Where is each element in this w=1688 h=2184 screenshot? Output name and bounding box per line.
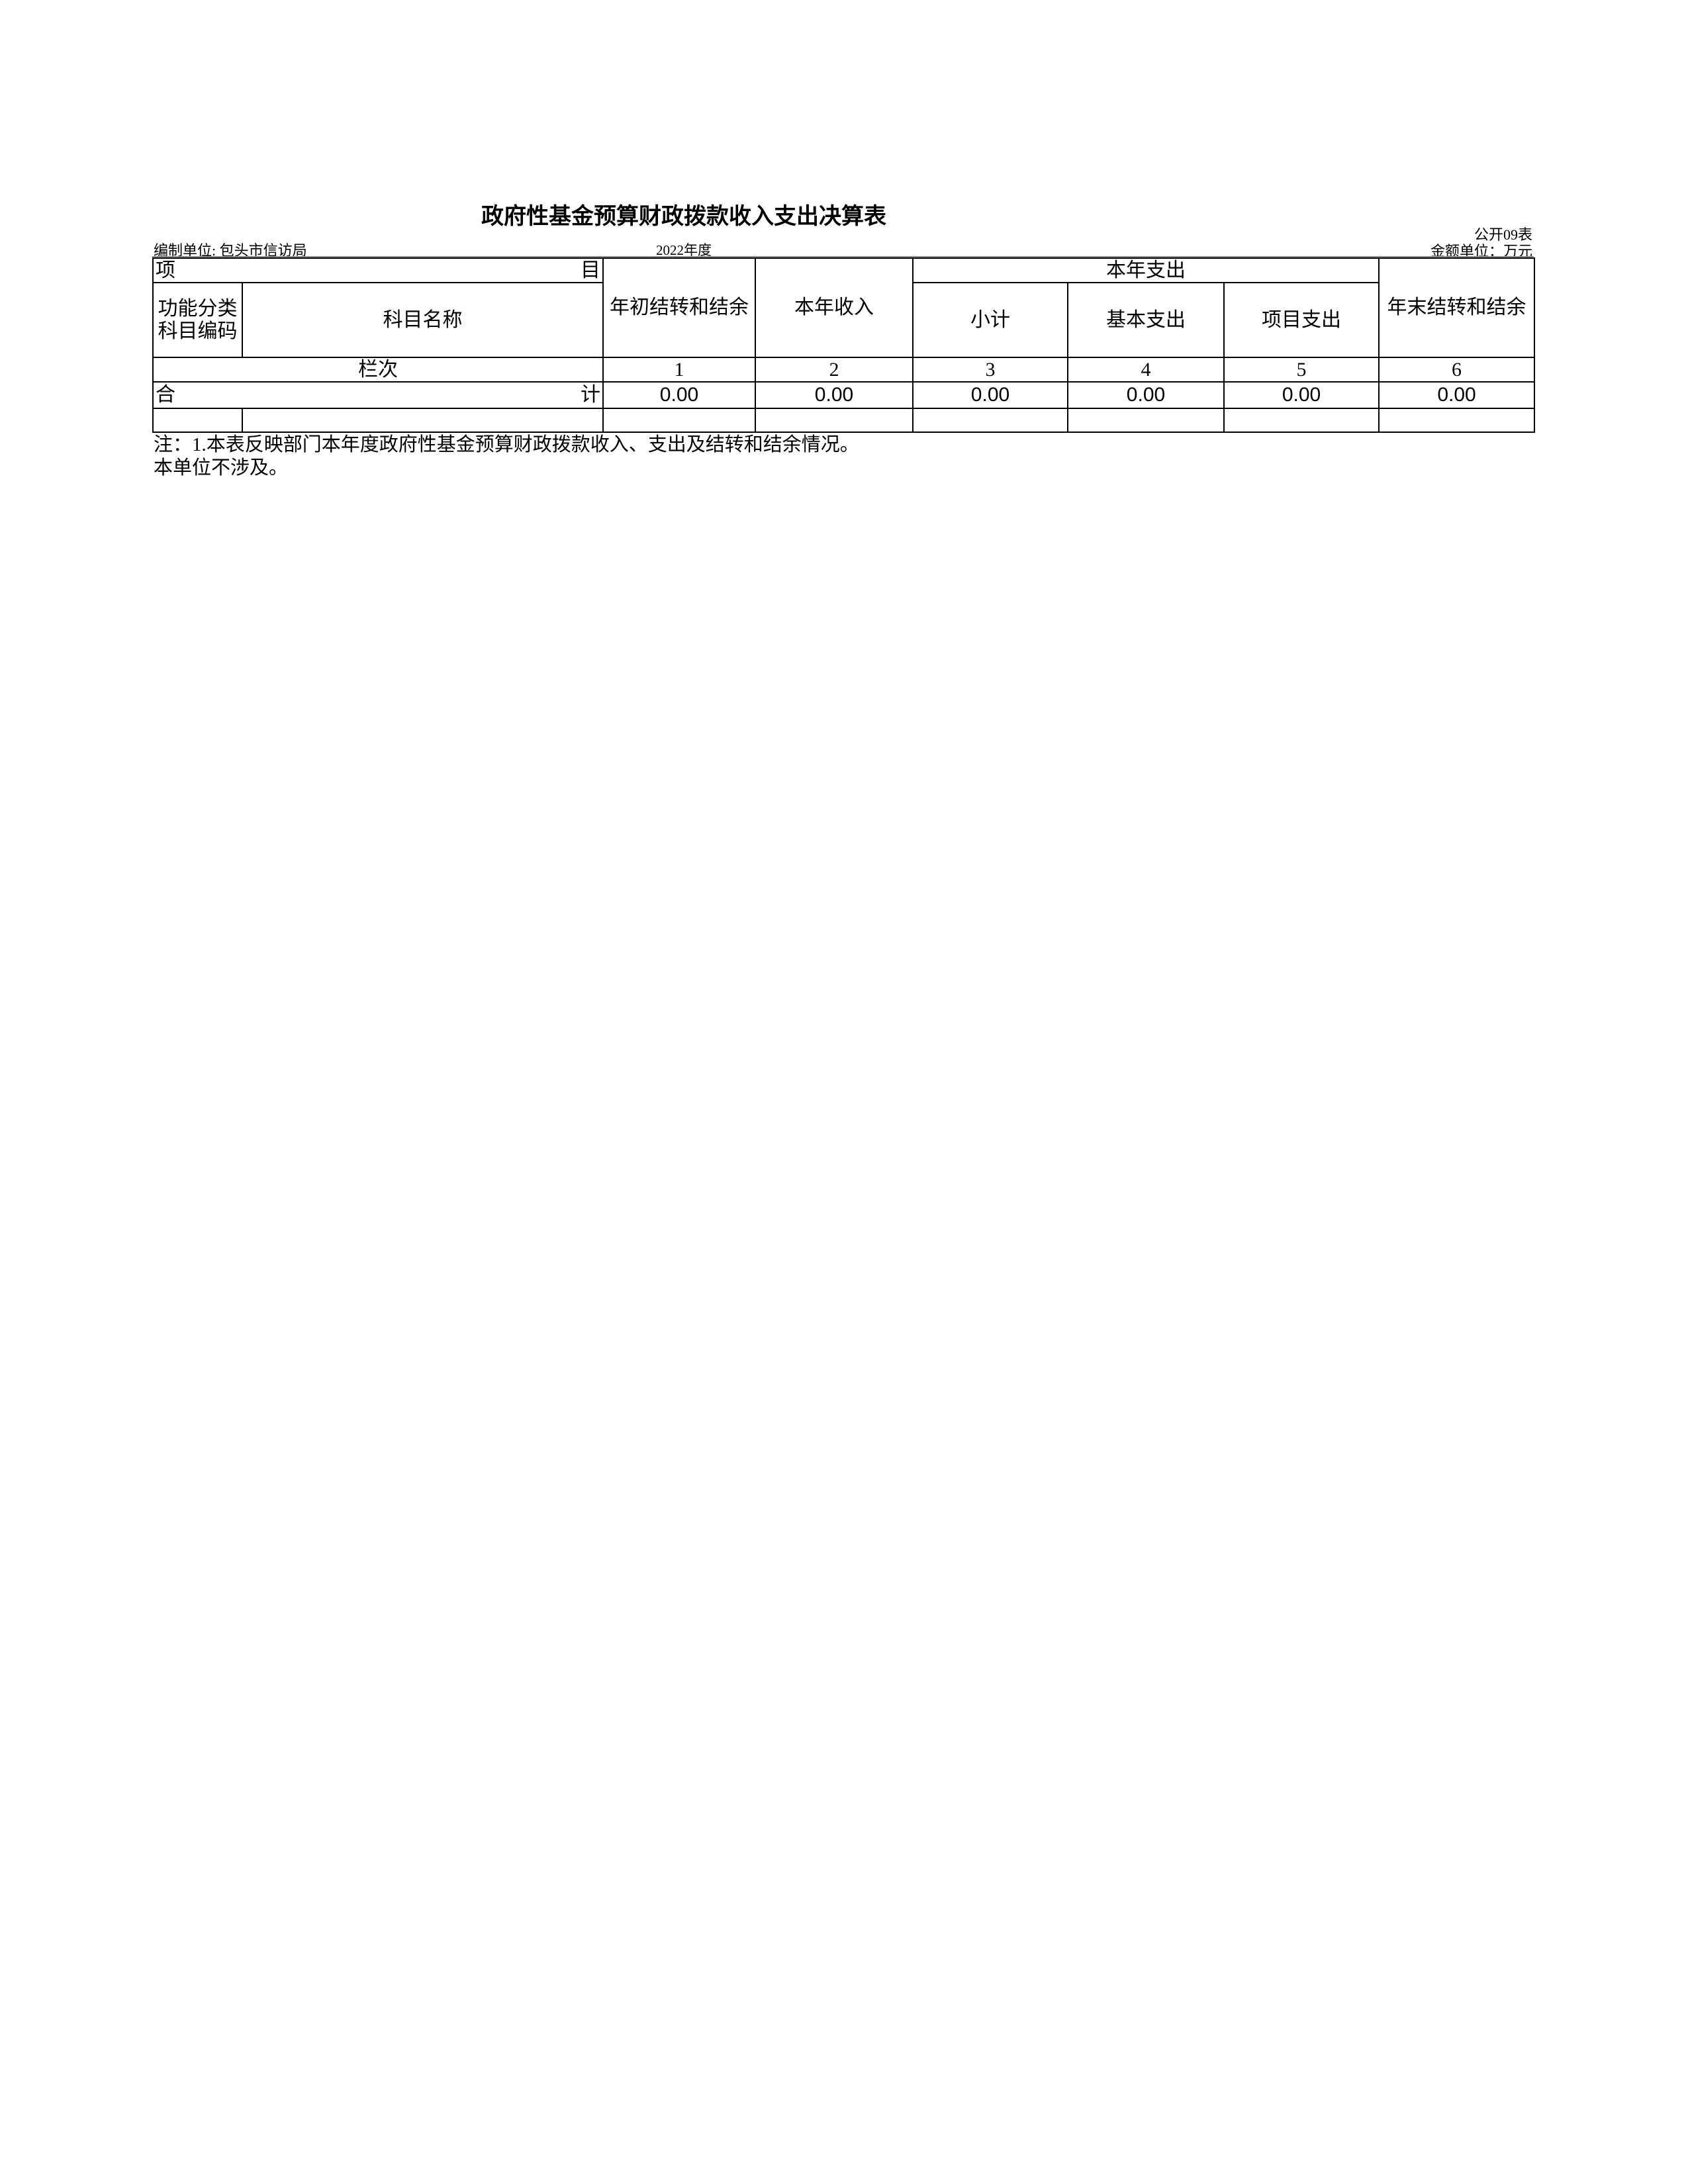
- column-index-5: 5: [1223, 357, 1380, 383]
- header-subject-name: 科目名称: [242, 282, 604, 358]
- empty-cell-subject-name: [242, 408, 604, 433]
- table-row-total: 合 计 0.00 0.00 0.00 0.00 0.00 0.00: [152, 381, 1536, 409]
- prepared-by: 编制单位: 包头市信访局: [154, 239, 307, 260]
- empty-cell-end-balance: [1378, 408, 1536, 433]
- header-begin-balance: 年初结转和结余: [602, 257, 756, 358]
- empty-cell-project-expense: [1223, 408, 1380, 433]
- header-divider: [152, 256, 1534, 257]
- total-value-project-expense: 0.00: [1223, 381, 1380, 409]
- total-value-begin-balance: 0.00: [602, 381, 756, 409]
- table-row-column-headers: 功能分类 科目编码 科目名称 小计 基本支出 项目支出: [152, 282, 1534, 358]
- prepared-by-value: 包头市信访局: [219, 242, 307, 259]
- total-value-current-income: 0.00: [755, 381, 914, 409]
- item-group-left-char: 项: [156, 259, 175, 281]
- header-item-group-cell: 项 目: [152, 257, 604, 283]
- doc-number: 公开09表: [1474, 226, 1532, 243]
- prepared-by-label: 编制单位:: [154, 242, 216, 259]
- total-label-left-char: 合: [156, 384, 175, 406]
- column-index-label: 栏次: [152, 357, 604, 383]
- column-index-3: 3: [912, 357, 1068, 383]
- empty-cell-function-code: [152, 408, 243, 433]
- header-subtotal: 小计: [912, 282, 1068, 358]
- header-current-income: 本年收入: [755, 257, 914, 358]
- fiscal-year: 2022年度: [656, 242, 712, 258]
- column-index-2: 2: [755, 357, 914, 383]
- header-basic-expense: 基本支出: [1067, 282, 1225, 358]
- column-index-4: 4: [1067, 357, 1225, 383]
- total-label-right-char: 计: [581, 384, 600, 406]
- table-row-column-index: 栏次 1 2 3 4 5 6: [152, 357, 1536, 383]
- note-line-2: 本单位不涉及。: [154, 457, 289, 478]
- empty-cell-current-income: [755, 408, 914, 433]
- table-notes: 注：1.本表反映部门本年度政府性基金预算财政拨款收入、支出及结转和结余情况。 本…: [154, 433, 1080, 480]
- header-end-balance: 年末结转和结余: [1378, 257, 1536, 358]
- table-row-empty: [152, 408, 1536, 433]
- table-row-group-header: 项 目 年初结转和结余 本年收入 本年支出 年末结转和结余: [152, 257, 1536, 358]
- empty-cell-basic-expense: [1067, 408, 1225, 433]
- empty-cell-subtotal: [912, 408, 1068, 433]
- total-label-cell: 合 计: [152, 381, 604, 409]
- item-group-right-char: 目: [581, 259, 600, 281]
- total-value-subtotal: 0.00: [912, 381, 1068, 409]
- total-value-basic-expense: 0.00: [1067, 381, 1225, 409]
- page-title: 政府性基金预算财政拨款收入支出决算表: [481, 204, 886, 229]
- column-index-1: 1: [602, 357, 756, 383]
- header-current-expense-group: 本年支出: [912, 257, 1380, 283]
- total-value-end-balance: 0.00: [1378, 381, 1536, 409]
- note-line-1: 注：1.本表反映部门本年度政府性基金预算财政拨款收入、支出及结转和结余情况。: [154, 434, 859, 455]
- budget-table: 项 目 年初结转和结余 本年收入 本年支出 年末结转和结余 功能分类 科目编码 …: [152, 257, 1536, 433]
- header-function-code: 功能分类 科目编码: [152, 282, 243, 358]
- column-index-6: 6: [1378, 357, 1536, 383]
- empty-cell-begin-balance: [602, 408, 756, 433]
- header-project-expense: 项目支出: [1223, 282, 1380, 358]
